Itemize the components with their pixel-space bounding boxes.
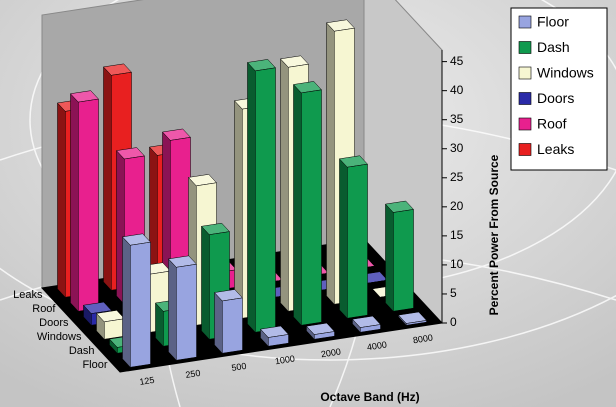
bar-front — [347, 163, 368, 319]
bar-side — [280, 58, 289, 312]
bar-side — [201, 225, 210, 340]
legend-label: Windows — [537, 65, 594, 81]
bar-front — [406, 320, 427, 326]
y-tick-label: 45 — [450, 54, 464, 68]
legend-label: Doors — [537, 90, 574, 106]
x-tick-label: 250 — [185, 368, 201, 380]
bar-front — [393, 209, 414, 312]
depth-label: Doors — [39, 317, 69, 329]
y-tick-label: 30 — [450, 141, 464, 155]
bar — [305, 322, 336, 340]
depth-label: Floor — [82, 359, 107, 371]
x-tick-label: 8000 — [412, 332, 433, 345]
legend-swatch — [518, 92, 532, 105]
bar-side — [70, 93, 79, 312]
bar — [384, 200, 415, 312]
x-tick-label: 4000 — [366, 339, 387, 352]
bar-front — [255, 67, 276, 333]
bar — [69, 90, 100, 312]
legend-swatch — [518, 41, 532, 54]
x-axis-title: Octave Band (Hz) — [320, 390, 419, 404]
bar — [351, 315, 382, 333]
y-axis-title: Percent Power From Source — [487, 154, 501, 315]
bar-side — [214, 291, 223, 354]
bar — [95, 310, 126, 340]
legend-box — [510, 7, 608, 171]
y-tick-label: 25 — [450, 170, 464, 184]
y-tick-label: 10 — [450, 257, 464, 271]
bar-side — [234, 100, 243, 319]
depth-label: Leaks — [13, 289, 43, 301]
bar-front — [78, 98, 99, 312]
y-tick-label: 15 — [450, 228, 464, 242]
bar-side — [122, 236, 131, 368]
bar-front — [222, 297, 243, 354]
legend-label: Floor — [537, 14, 569, 30]
legend-label: Leaks — [537, 141, 574, 157]
legend-swatch — [518, 66, 532, 80]
bar-side — [293, 83, 302, 326]
bar-side — [103, 66, 112, 291]
legend-label: Roof — [537, 116, 567, 132]
y-tick-label: 40 — [450, 83, 464, 97]
legend: Floor Dash Windows Doors Roof Leaks — [510, 7, 608, 171]
bar-side — [339, 158, 348, 319]
y-tick-label: 20 — [450, 199, 464, 213]
legend-swatch — [518, 143, 532, 156]
legend-label: Dash — [537, 39, 570, 55]
legend-swatch — [518, 15, 532, 29]
bar-front — [130, 241, 151, 368]
legend-swatch — [518, 117, 532, 131]
bar-front — [360, 324, 381, 333]
bar-side — [168, 258, 177, 361]
depth-label: Roof — [32, 303, 56, 315]
bar — [167, 255, 198, 361]
y-tick-label: 35 — [450, 112, 464, 126]
x-tick-label: 2000 — [320, 346, 341, 359]
y-tick-label: 0 — [450, 315, 457, 329]
bar — [397, 311, 428, 326]
plot: 0 5 10 15 20 25 30 35 40 45 125 250 500 1000 2000 4000 8… — [13, 0, 464, 387]
bar-front — [176, 263, 197, 361]
x-tick-label: 125 — [139, 375, 155, 387]
bar — [213, 289, 244, 354]
bar — [121, 233, 152, 368]
x-tick-label: 1000 — [274, 353, 295, 366]
bar-front — [104, 318, 125, 340]
depth-label: Dash — [69, 345, 95, 357]
bar — [259, 325, 290, 347]
bar-side — [247, 61, 256, 333]
bar — [292, 81, 323, 326]
bar-front — [314, 331, 335, 340]
bar-side — [326, 22, 335, 305]
bar-front — [301, 89, 322, 326]
bar — [246, 59, 277, 333]
bar-side — [57, 102, 66, 298]
bar-side — [385, 203, 394, 312]
bar-front — [268, 334, 289, 347]
depth-label: Windows — [37, 331, 82, 343]
y-tick-label: 5 — [450, 286, 457, 300]
x-tick-label: 500 — [231, 361, 247, 373]
bar — [338, 155, 369, 319]
